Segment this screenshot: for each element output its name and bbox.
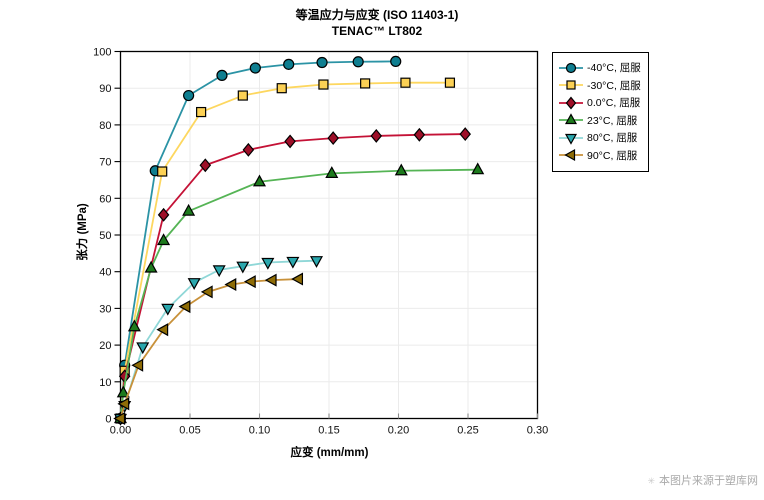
legend-label: 0.0°C, 屈服: [587, 97, 641, 110]
series-line: [119, 60, 396, 419]
x-tick-label: 0.05: [179, 425, 200, 437]
series-line: [119, 259, 317, 419]
series-line: [119, 133, 466, 419]
asterisk-icon: ✳: [647, 476, 655, 486]
series-circle: [114, 55, 402, 425]
x-tick-label: 0.25: [457, 425, 478, 437]
watermark: ✳ 本图片来源于塑库网: [647, 472, 758, 488]
y-tick-label: 90: [99, 83, 111, 95]
watermark-text: 本图片来源于塑库网: [659, 475, 758, 487]
series-diamond: [114, 127, 472, 426]
triangle-left-icon: [559, 149, 583, 162]
y-axis-label: 张力 (MPa): [77, 203, 89, 261]
series-line: [119, 278, 299, 419]
x-tick-label: 0.15: [318, 425, 339, 437]
legend-item: 23°C, 屈服: [558, 112, 648, 130]
y-tick-label: 30: [99, 303, 111, 315]
legend-label: -40°C, 屈服: [587, 62, 641, 75]
series-triangle-down: [113, 256, 324, 426]
y-tick-label: 40: [99, 267, 111, 279]
diamond-icon: [559, 96, 583, 110]
triangle-up-icon: [559, 113, 583, 125]
legend-label: 90°C, 屈服: [587, 149, 638, 162]
y-tick-label: 50: [99, 230, 111, 242]
series-triangle-up: [113, 162, 485, 424]
legend-item: 90°C, 屈服: [558, 147, 648, 165]
series-triangle-left: [113, 272, 304, 426]
x-tick-label: 0.30: [527, 425, 548, 437]
legend-item: -40°C, 屈服: [558, 59, 648, 77]
y-tick-label: 80: [99, 120, 111, 132]
y-tick-label: 60: [99, 193, 111, 205]
chart-title-block: 等温应力与应变 (ISO 11403-1) TENAC™ LT802: [0, 7, 754, 39]
y-tick-label: 10: [99, 377, 111, 389]
legend-label: -30°C, 屈服: [587, 79, 641, 92]
legend-box: -40°C, 屈服 -30°C, 屈服 0.0°C, 屈服 23°C, 屈服 80°C,…: [552, 52, 649, 172]
y-tick-label: 70: [99, 157, 111, 169]
y-tick-label: 0: [105, 414, 111, 426]
series-line: [119, 81, 450, 419]
axis-ticks: [114, 50, 539, 420]
legend-item: -30°C, 屈服: [558, 77, 648, 95]
series-square: [115, 77, 456, 424]
series-line: [119, 168, 478, 419]
tick-labels: 0 10 20 30 40 50 60 70 80 90 100 0.00 0.05 0.10 0.15 0.…: [93, 47, 548, 437]
legend-label: 80°C, 屈服: [587, 132, 638, 145]
square-icon: [559, 80, 583, 90]
chart-subtitle: TENAC™ LT802: [331, 24, 423, 38]
circle-icon: [559, 62, 583, 73]
chart-title: 等温应力与应变 (ISO 11403-1): [295, 8, 459, 22]
x-axis-label: 应变 (mm/mm): [290, 447, 369, 459]
x-tick-label: 0.20: [388, 425, 409, 437]
x-tick-label: 0.10: [249, 425, 270, 437]
x-tick-label: 0.00: [110, 425, 131, 437]
legend-label: 23°C, 屈服: [587, 114, 638, 127]
y-tick-label: 100: [93, 47, 111, 59]
legend-item: 80°C, 屈服: [558, 129, 648, 147]
triangle-down-icon: [559, 133, 583, 145]
y-tick-label: 20: [99, 340, 111, 352]
legend-item: 0.0°C, 屈服: [558, 94, 648, 112]
